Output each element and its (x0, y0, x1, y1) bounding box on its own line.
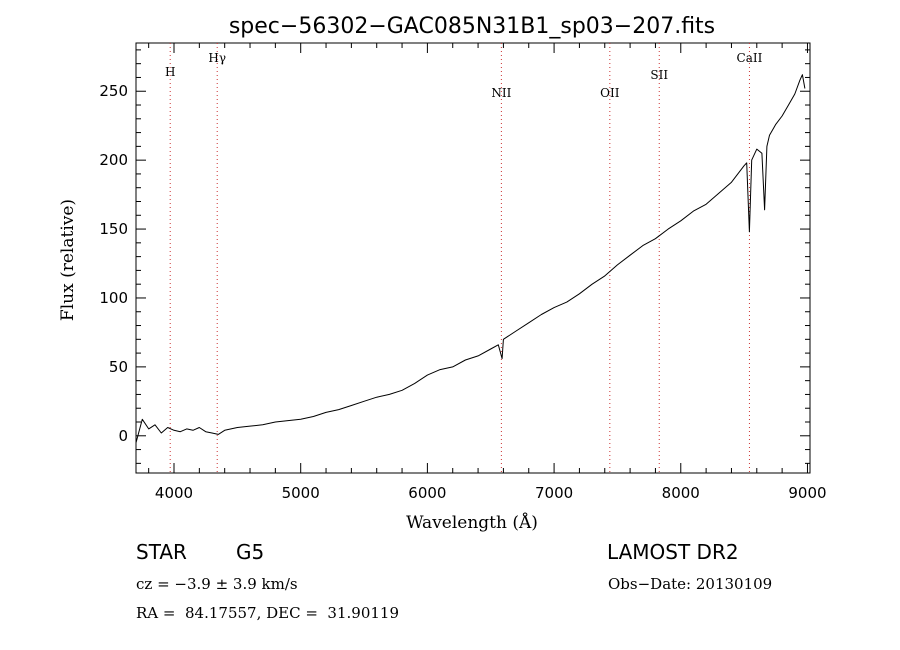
y-tick-label: 150 (99, 220, 128, 238)
y-tick-label: 100 (99, 289, 128, 307)
y-tick-label: 200 (99, 151, 128, 169)
spectral-line-label: SII (650, 68, 668, 82)
y-tick-label: 50 (109, 358, 128, 376)
x-tick-label: 7000 (535, 484, 573, 502)
spectral-line-label: NII (491, 86, 511, 100)
chart-title: spec−56302−GAC085N31B1_sp03−207.fits (229, 14, 715, 39)
spectrum-series (135, 74, 806, 443)
spectral-line-label: OII (600, 86, 620, 100)
spectrum-line (135, 74, 806, 443)
x-tick-label: 5000 (282, 484, 320, 502)
x-tick-label: 6000 (408, 484, 446, 502)
object-subclass: G5 (236, 540, 265, 564)
plot-frame (135, 42, 811, 474)
spectral-line-label: H (165, 65, 175, 79)
x-tick-label: 9000 (788, 484, 826, 502)
x-tick-label: 4000 (155, 484, 193, 502)
axis-ticks: 4000 5000 6000 7000 8000 9000 0 50 100 150 200 250 (99, 43, 827, 502)
x-tick-label: 8000 (662, 484, 700, 502)
y-tick-label: 0 (118, 427, 128, 445)
object-class: STAR (136, 540, 187, 564)
spectral-line-label: CaII (737, 51, 763, 65)
x-axis-label: Wavelength (Å) (406, 512, 538, 533)
coordinates: RA = 84.17557, DEC = 31.90119 (136, 604, 400, 622)
spectral-line-markers: H Hγ NII OII SII CaII (165, 43, 763, 473)
redshift-info: cz = −3.9 ± 3.9 km/s (136, 575, 298, 593)
y-axis-label: Flux (relative) (58, 199, 78, 321)
spectral-line-label: Hγ (208, 51, 226, 65)
y-tick-label: 250 (99, 82, 128, 100)
observation-date: Obs−Date: 20130109 (608, 575, 773, 593)
survey-name: LAMOST DR2 (607, 540, 739, 564)
